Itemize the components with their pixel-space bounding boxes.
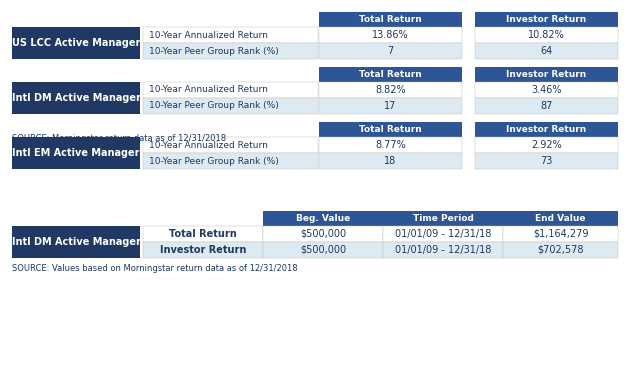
Bar [319,137,462,153]
Bar [383,211,503,226]
Text: End Value: End Value [536,214,586,223]
Text: US LCC Active Manager: US LCC Active Manager [12,38,140,48]
Bar [12,27,140,59]
Text: $500,000: $500,000 [300,245,346,255]
Bar [319,82,462,98]
Text: 10-Year Peer Group Rank (%): 10-Year Peer Group Rank (%) [149,46,278,56]
Text: Total Return: Total Return [359,125,422,134]
Text: 13.86%: 13.86% [372,30,409,40]
Text: Investor Return: Investor Return [507,15,587,24]
Text: Intl DM Active Manager: Intl DM Active Manager [11,93,140,103]
Bar [475,98,618,114]
Text: $500,000: $500,000 [300,229,346,239]
Bar [263,211,383,226]
Text: 10-Year Annualized Return: 10-Year Annualized Return [149,141,268,149]
Text: 8.77%: 8.77% [375,140,406,150]
Bar [143,98,318,114]
Text: Investor Return: Investor Return [160,245,246,255]
Bar [143,242,263,258]
Bar [319,12,462,27]
Bar [475,153,618,169]
Text: 10-Year Annualized Return: 10-Year Annualized Return [149,30,268,39]
Text: 8.82%: 8.82% [375,85,406,95]
Text: Total Return: Total Return [169,229,237,239]
Bar [12,137,140,169]
Text: 10.82%: 10.82% [528,30,565,40]
Bar [475,12,618,27]
Text: 17: 17 [384,101,397,111]
Text: $1,164,279: $1,164,279 [533,229,588,239]
Text: 3.46%: 3.46% [531,85,562,95]
Text: 01/01/09 - 12/31/18: 01/01/09 - 12/31/18 [395,245,491,255]
Text: 10-Year Peer Group Rank (%): 10-Year Peer Group Rank (%) [149,102,278,110]
Bar [12,82,140,114]
Text: 7: 7 [387,46,394,56]
Bar [503,242,618,258]
Text: 10-Year Peer Group Rank (%): 10-Year Peer Group Rank (%) [149,156,278,166]
Bar [503,226,618,242]
Bar [263,226,383,242]
Text: Intl DM Active Manager: Intl DM Active Manager [11,237,140,247]
Bar [319,43,462,59]
Bar [319,122,462,137]
Bar [12,226,140,258]
Text: 2.92%: 2.92% [531,140,562,150]
Text: 01/01/09 - 12/31/18: 01/01/09 - 12/31/18 [395,229,491,239]
Text: SOURCE: Values based on Morningstar return data as of 12/31/2018: SOURCE: Values based on Morningstar retu… [12,264,297,273]
Bar [475,137,618,153]
Bar [263,242,383,258]
Text: 64: 64 [541,46,553,56]
Bar [143,27,318,43]
Bar [319,27,462,43]
Bar [475,43,618,59]
Text: Time Period: Time Period [413,214,473,223]
Text: Total Return: Total Return [359,70,422,79]
Bar [383,242,503,258]
Bar [143,153,318,169]
Bar [475,122,618,137]
Text: 87: 87 [541,101,553,111]
Text: Total Return: Total Return [359,15,422,24]
Bar [319,153,462,169]
Bar [475,82,618,98]
Text: Investor Return: Investor Return [507,70,587,79]
Bar [143,82,318,98]
Bar [383,226,503,242]
Bar [319,98,462,114]
Text: SOURCE: Morningstar return data as of 12/31/2018: SOURCE: Morningstar return data as of 12… [12,134,226,143]
Bar [143,226,263,242]
Bar [143,137,318,153]
Bar [503,211,618,226]
Bar [319,67,462,82]
Bar [475,27,618,43]
Text: 18: 18 [384,156,397,166]
Text: $702,578: $702,578 [537,245,584,255]
Text: Intl EM Active Manager: Intl EM Active Manager [12,148,140,158]
Text: Beg. Value: Beg. Value [296,214,350,223]
Text: 73: 73 [541,156,553,166]
Bar [475,67,618,82]
Text: Investor Return: Investor Return [507,125,587,134]
Text: 10-Year Annualized Return: 10-Year Annualized Return [149,86,268,95]
Bar [143,43,318,59]
